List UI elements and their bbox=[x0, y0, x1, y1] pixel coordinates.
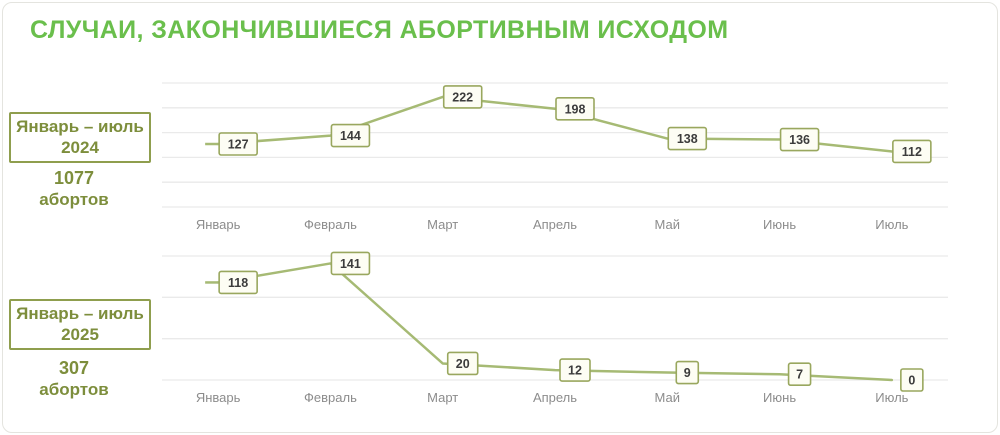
data-label-value: 20 bbox=[456, 357, 470, 371]
period-badge-2025: Январь – июль 2025 bbox=[9, 299, 151, 351]
period-range-label: Январь – июль bbox=[16, 117, 144, 136]
period-year-label: 2024 bbox=[61, 137, 99, 157]
total-count: 1077 bbox=[53, 168, 95, 188]
data-label-box bbox=[667, 126, 708, 151]
data-label-box bbox=[330, 123, 371, 148]
x-axis-label: Апрель bbox=[533, 390, 577, 405]
total-unit: абортов bbox=[39, 189, 109, 209]
x-axis-label: Май bbox=[655, 390, 680, 405]
data-label-value: 144 bbox=[340, 129, 361, 143]
series-line bbox=[216, 262, 894, 382]
data-label-value: 9 bbox=[684, 366, 691, 380]
data-label-box bbox=[900, 368, 924, 392]
period-year-label: 2025 bbox=[61, 324, 99, 344]
x-axis-label: Март bbox=[427, 217, 458, 232]
x-axis-label: Май bbox=[655, 217, 680, 232]
data-label-box bbox=[555, 96, 595, 121]
x-axis-label: Январь bbox=[196, 217, 241, 232]
data-label-value: 118 bbox=[228, 276, 248, 290]
data-label-value: 12 bbox=[568, 364, 582, 378]
x-axis-label: Февраль bbox=[304, 390, 357, 405]
data-label-box bbox=[779, 127, 820, 152]
data-label-box bbox=[892, 139, 932, 164]
data-label-value: 127 bbox=[228, 138, 249, 152]
x-axis-label: Июнь bbox=[763, 217, 796, 232]
x-axis-label: Июль bbox=[875, 217, 908, 232]
period-badge-2024: Январь – июль 2024 bbox=[9, 112, 151, 164]
data-label-value: 0 bbox=[908, 374, 915, 388]
data-label-value: 138 bbox=[677, 132, 698, 146]
data-label-box bbox=[446, 351, 479, 376]
data-label-value: 141 bbox=[340, 257, 361, 271]
data-label-value: 112 bbox=[902, 145, 922, 159]
total-2024: 1077 абортов bbox=[3, 168, 145, 211]
line-chart-2024: Январь Февраль Март Апрель Май Июнь Июль 127 144… bbox=[162, 82, 948, 232]
data-label-box bbox=[559, 358, 591, 382]
data-label-value: 198 bbox=[565, 102, 586, 116]
data-label-box bbox=[218, 270, 258, 295]
data-label-value: 136 bbox=[789, 133, 810, 147]
total-2025: 307 абортов bbox=[3, 358, 145, 401]
data-label-box bbox=[218, 132, 258, 156]
data-label-value: 7 bbox=[796, 368, 803, 382]
x-axis-label: Июнь bbox=[763, 390, 796, 405]
line-chart-2025: Январь Февраль Март Апрель Май Июнь Июль 118 141… bbox=[162, 251, 948, 405]
data-label-box bbox=[787, 362, 812, 387]
total-unit: абортов bbox=[39, 379, 109, 399]
x-axis-label: Февраль bbox=[304, 217, 357, 232]
data-label-box bbox=[330, 251, 371, 276]
data-label-box bbox=[442, 85, 483, 109]
data-label-value: 222 bbox=[452, 90, 473, 104]
data-label-box bbox=[675, 360, 700, 385]
page-title: СЛУЧАИ, ЗАКОНЧИВШИЕСЯ АБОРТИВНЫМ ИСХОДОМ bbox=[30, 16, 729, 44]
x-axis-label: Январь bbox=[196, 390, 241, 405]
series-line bbox=[216, 95, 894, 153]
period-range-label: Январь – июль bbox=[16, 304, 144, 323]
total-count: 307 bbox=[58, 358, 90, 378]
x-axis-label: Апрель bbox=[533, 217, 577, 232]
x-axis-label: Июль bbox=[875, 390, 908, 405]
x-axis-label: Март bbox=[427, 390, 458, 405]
